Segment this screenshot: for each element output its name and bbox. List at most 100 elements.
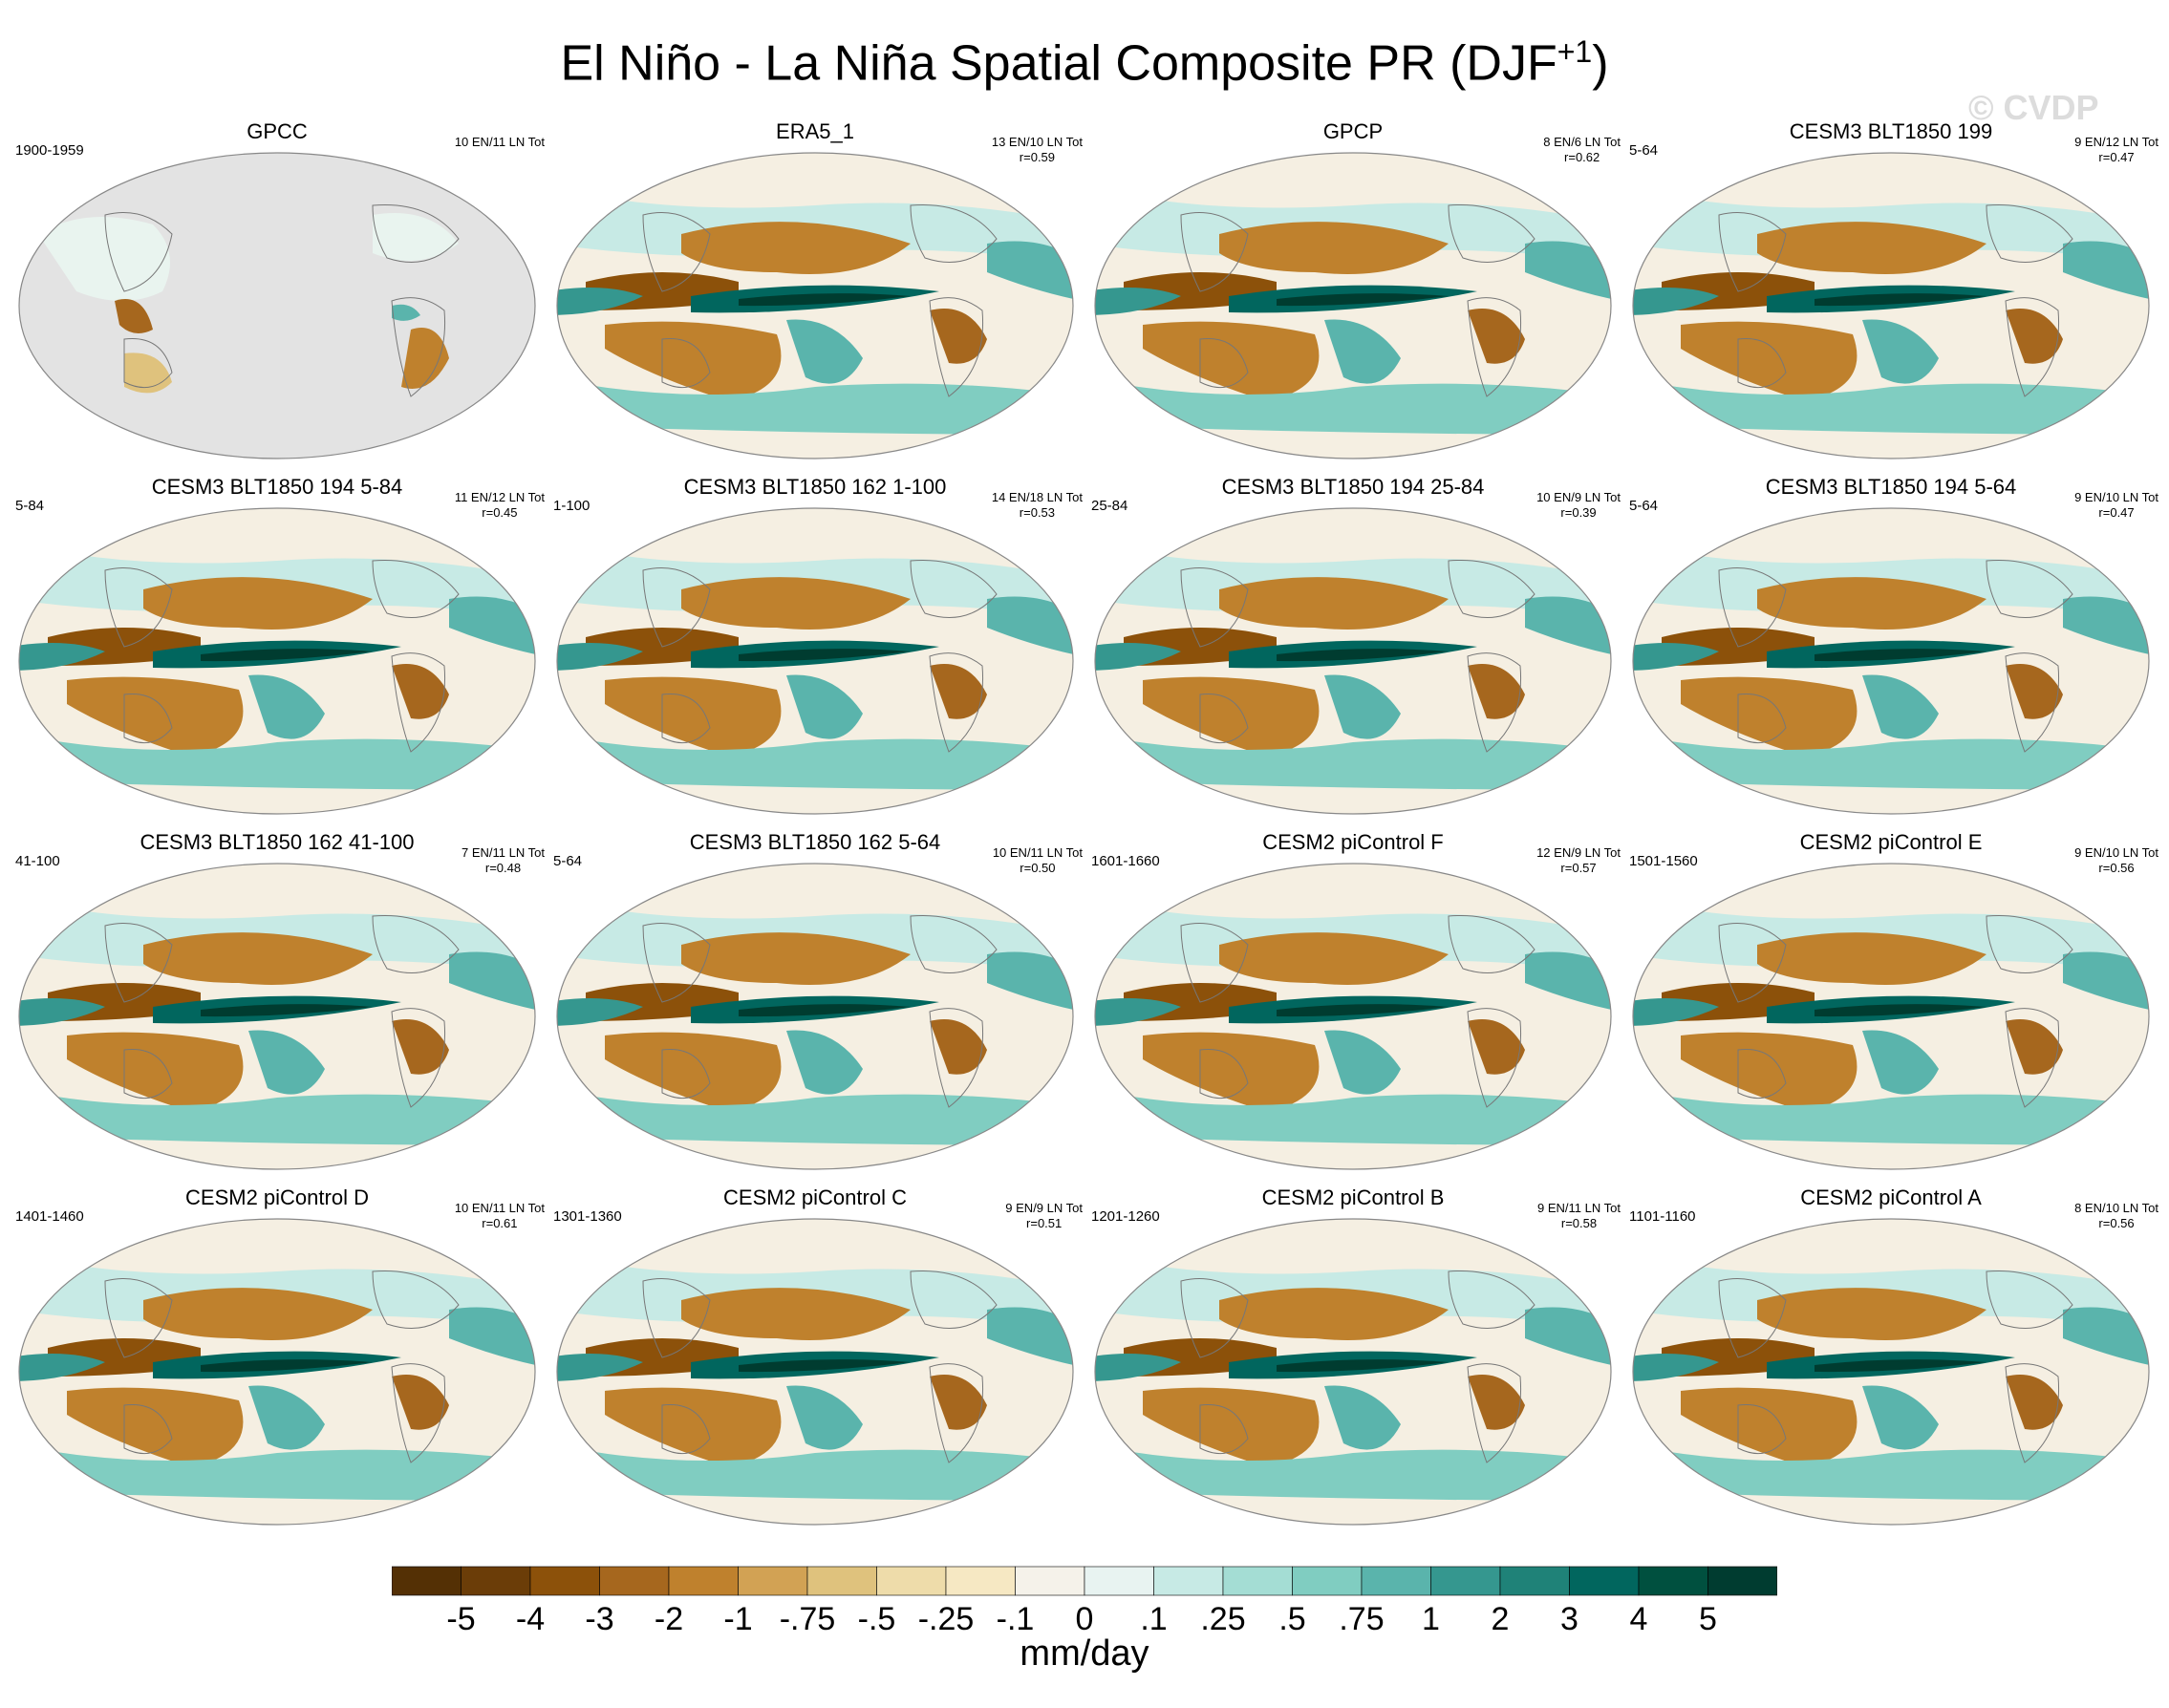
- drying-region: [605, 1032, 782, 1112]
- panel-title: CESM2 piControl D: [185, 1185, 369, 1209]
- map-border: [556, 507, 1074, 815]
- colorbar-tick-label: -.75: [780, 1601, 836, 1637]
- world-map: [556, 152, 1074, 459]
- colorbar-swatch: [1707, 1566, 1777, 1596]
- panel-correlation: r=0.47: [2098, 505, 2135, 520]
- panel-correlation: r=0.47: [2098, 150, 2135, 164]
- panel-event-count: 10 EN/11 LN Tot: [992, 845, 1083, 860]
- map-border: [556, 152, 1074, 459]
- world-map: [1094, 1218, 1612, 1526]
- colorbar-swatch: [1292, 1566, 1363, 1596]
- map-border: [18, 863, 536, 1170]
- panel-stats: 7 EN/11 LN Tot r=0.48: [462, 845, 545, 876]
- panel-title: CESM3 BLT1850 199: [1789, 119, 1993, 143]
- panel-years: 1201-1260: [1091, 1208, 1160, 1225]
- panel-years: 1301-1360: [553, 1208, 622, 1225]
- coastlines: [1718, 914, 2073, 1108]
- panel-correlation: r=0.48: [484, 861, 522, 875]
- wetting-region: [1633, 998, 1719, 1026]
- drying-region: [1219, 932, 1449, 985]
- panel-event-count: 7 EN/11 LN Tot: [462, 845, 545, 860]
- map-panel: GPCC 1900-1959 10 EN/11 LN Tot: [10, 119, 545, 463]
- map-border: [18, 507, 536, 815]
- wetting-region: [1095, 1354, 1181, 1381]
- wetting-region: [1862, 674, 1939, 739]
- panel-stats: 14 EN/18 LN Tot r=0.53: [992, 490, 1083, 521]
- coastlines: [642, 914, 998, 1108]
- coastlines: [1718, 559, 2073, 753]
- colorbar-swatch: [738, 1566, 808, 1596]
- wetting-region: [1324, 674, 1401, 739]
- panel-correlation: r=0.59: [1019, 150, 1056, 164]
- colorbar-swatch: [1084, 1566, 1154, 1596]
- colorbar-tick-label: -5: [446, 1601, 475, 1637]
- drying-region: [681, 932, 911, 985]
- map-panel: CESM3 BLT1850 162 41-100 41-100 7 EN/11 LN…: [10, 830, 545, 1174]
- wetting-region: [557, 643, 643, 671]
- drying-region: [1681, 676, 1858, 757]
- panel-stats: 9 EN/11 LN Tot r=0.58: [1537, 1201, 1621, 1231]
- colorbar-tick-label: -3: [585, 1601, 613, 1637]
- map-panel: CESM2 piControl A 1101-1160 8 EN/10 LN Tot…: [1623, 1185, 2158, 1529]
- world-map: [18, 863, 536, 1170]
- anomaly-band: [1095, 1443, 1611, 1501]
- drying-region: [1143, 1387, 1320, 1467]
- drying-region: [1681, 321, 1858, 401]
- coastlines: [642, 203, 998, 397]
- panel-years: 1601-1660: [1091, 853, 1160, 869]
- anomaly-band: [1095, 377, 1611, 435]
- panel-title: CESM2 piControl A: [1800, 1185, 1982, 1209]
- colorbar-tick-label: .25: [1200, 1601, 1245, 1637]
- drying-region: [392, 664, 449, 719]
- panel-stats: 11 EN/12 LN Tot r=0.45: [455, 490, 545, 521]
- colorbar: -5 -4 -3 -2 -1 -.75 -.5 -.25 -.1 0 .1 .25 .5 .75 1 2 3 4 5: [392, 1566, 1777, 1637]
- colorbar-swatch: [461, 1566, 531, 1596]
- panel-stats: 10 EN/11 LN Tot: [455, 135, 545, 150]
- anomaly-band: [1633, 733, 2149, 790]
- wetting-region: [557, 1354, 643, 1381]
- map-panel: CESM2 piControl F 1601-1660 12 EN/9 LN Tot…: [1085, 830, 1621, 1174]
- coastlines: [1180, 1270, 1535, 1463]
- wetting-region: [201, 1359, 373, 1373]
- panel-event-count: 14 EN/18 LN Tot: [991, 490, 1083, 504]
- drying-region: [1468, 309, 1525, 364]
- panel-stats: 9 EN/12 LN Tot r=0.47: [2074, 135, 2158, 165]
- anomaly-band: [19, 733, 535, 790]
- panel-years: 1101-1160: [1629, 1208, 1696, 1225]
- land-anomaly: [373, 213, 459, 261]
- colorbar-tick-label: 1: [1422, 1601, 1440, 1637]
- drying-region: [1757, 222, 1986, 274]
- land-anomaly: [115, 299, 153, 333]
- panel-stats: 9 EN/9 LN Tot r=0.51: [1005, 1201, 1083, 1231]
- panel-correlation: r=0.53: [1019, 505, 1056, 520]
- wetting-region: [1862, 319, 1939, 384]
- drying-region: [605, 1387, 782, 1467]
- panel-years: 5-84: [15, 498, 45, 514]
- drying-region: [1219, 577, 1449, 630]
- panel-stats: 13 EN/10 LN Tot r=0.59: [992, 135, 1083, 165]
- panel-title: CESM3 BLT1850 162 41-100: [140, 830, 415, 854]
- drying-region: [930, 1375, 987, 1430]
- drying-region: [681, 1288, 911, 1340]
- wetting-region: [248, 1385, 325, 1450]
- coastlines: [104, 914, 460, 1108]
- wetting-region: [248, 1030, 325, 1095]
- wetting-region: [1862, 1030, 1939, 1095]
- wetting-region: [1277, 1004, 1449, 1017]
- drying-region: [1757, 932, 1986, 985]
- wetting-region: [1324, 319, 1401, 384]
- colorbar-swatch: [392, 1566, 462, 1596]
- panel-correlation: r=0.51: [1026, 1216, 1063, 1230]
- map-panel: GPCP 8 EN/6 LN Tot r=0.62: [1085, 119, 1621, 463]
- drying-region: [605, 676, 782, 757]
- panel-years: 1501-1560: [1629, 853, 1698, 869]
- map-panel: CESM2 piControl D 1401-1460 10 EN/11 LN To…: [10, 1185, 545, 1529]
- wetting-region: [1815, 1004, 1986, 1017]
- wetting-region: [1633, 288, 1719, 315]
- anomaly-band: [1633, 1088, 2149, 1145]
- map-border: [1094, 1218, 1612, 1526]
- map-panel: ERA5_1 13 EN/10 LN Tot r=0.59: [548, 119, 1083, 463]
- colorbar-tick-label: 3: [1560, 1601, 1578, 1637]
- drying-region: [1757, 1288, 1986, 1340]
- coastlines: [642, 1270, 998, 1463]
